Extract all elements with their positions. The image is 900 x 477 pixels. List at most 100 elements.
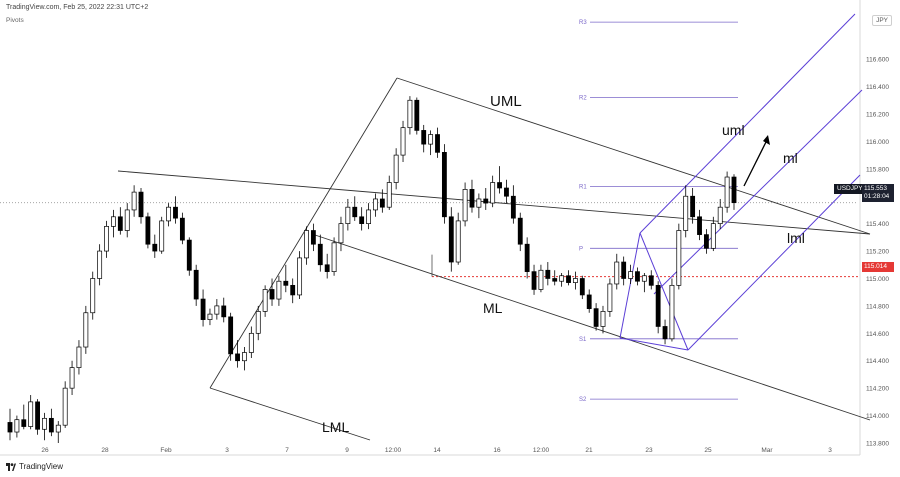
candle-body[interactable] xyxy=(235,353,240,362)
candle-body[interactable] xyxy=(393,154,399,183)
candle-body[interactable] xyxy=(614,261,620,285)
candle-body[interactable] xyxy=(76,346,82,368)
candle-body[interactable] xyxy=(304,230,309,259)
candle-body[interactable] xyxy=(586,294,592,309)
candle-body[interactable] xyxy=(28,401,34,427)
candle-body[interactable] xyxy=(83,312,89,348)
candle-body[interactable] xyxy=(145,216,151,245)
candle-body[interactable] xyxy=(455,220,461,263)
candle-body[interactable] xyxy=(269,289,275,300)
candle-body[interactable] xyxy=(676,230,682,286)
candle-body[interactable] xyxy=(635,271,640,282)
candle-body[interactable] xyxy=(62,387,68,426)
candle-body[interactable] xyxy=(593,308,599,327)
candle-body[interactable] xyxy=(283,280,289,286)
candle-body[interactable] xyxy=(193,269,199,300)
candle-body[interactable] xyxy=(669,284,675,340)
candle-body[interactable] xyxy=(166,206,172,222)
candle-body[interactable] xyxy=(317,243,323,266)
candle-body[interactable] xyxy=(531,271,537,290)
candle-body[interactable] xyxy=(179,217,185,241)
candle-body[interactable] xyxy=(448,216,454,263)
candle-body[interactable] xyxy=(111,216,116,227)
candle-body[interactable] xyxy=(731,176,737,204)
candle-body[interactable] xyxy=(14,419,20,433)
candle-body[interactable] xyxy=(338,223,344,244)
candle-body[interactable] xyxy=(421,130,427,145)
candle-body[interactable] xyxy=(262,289,268,312)
candle-body[interactable] xyxy=(524,243,530,272)
candle-body[interactable] xyxy=(373,198,378,211)
candle-body[interactable] xyxy=(710,223,716,249)
candle-body[interactable] xyxy=(683,195,689,231)
candle-body[interactable] xyxy=(207,313,213,320)
tradingview-brand[interactable]: TradingView xyxy=(6,462,63,471)
candle-body[interactable] xyxy=(504,187,509,197)
candle-body[interactable] xyxy=(310,230,316,245)
candle-body[interactable] xyxy=(545,269,551,279)
candle-body[interactable] xyxy=(276,280,282,300)
candle-body[interactable] xyxy=(469,189,475,208)
candle-body[interactable] xyxy=(138,191,144,218)
candle-body[interactable] xyxy=(366,209,371,224)
candle-body[interactable] xyxy=(641,275,647,282)
candle-body[interactable] xyxy=(559,275,565,282)
candle-body[interactable] xyxy=(186,239,192,271)
candle-body[interactable] xyxy=(407,99,413,129)
candle-body[interactable] xyxy=(55,424,61,433)
candle-body[interactable] xyxy=(359,216,365,224)
candle-body[interactable] xyxy=(510,195,516,219)
candle-body[interactable] xyxy=(131,191,137,211)
candle-body[interactable] xyxy=(379,198,385,208)
candle-body[interactable] xyxy=(538,269,544,290)
candle-body[interactable] xyxy=(579,278,585,296)
candle-body[interactable] xyxy=(704,234,709,249)
candle-body[interactable] xyxy=(607,283,613,312)
candle-body[interactable] xyxy=(324,264,330,272)
candle-body[interactable] xyxy=(352,206,358,218)
candle-body[interactable] xyxy=(400,127,406,156)
candle-body[interactable] xyxy=(655,284,661,327)
candle-body[interactable] xyxy=(124,209,130,231)
candle-body[interactable] xyxy=(717,206,723,224)
candle-body[interactable] xyxy=(214,305,220,315)
candle-body[interactable] xyxy=(483,198,489,204)
candle-body[interactable] xyxy=(21,419,27,427)
currency-scale-button[interactable]: JPY xyxy=(872,15,892,26)
candle-body[interactable] xyxy=(428,134,434,145)
candle-body[interactable] xyxy=(345,206,351,224)
candle-body[interactable] xyxy=(97,250,103,279)
candle-body[interactable] xyxy=(414,99,420,131)
candle-body[interactable] xyxy=(228,316,234,355)
indicator-label[interactable]: Pivots xyxy=(6,17,24,24)
candle-body[interactable] xyxy=(441,152,447,218)
candle-body[interactable] xyxy=(42,417,47,430)
candle-body[interactable] xyxy=(517,217,523,245)
candle-body[interactable] xyxy=(90,278,96,314)
candle-body[interactable] xyxy=(331,242,337,272)
candle-body[interactable] xyxy=(462,189,468,222)
candle-body[interactable] xyxy=(200,298,206,320)
candle-body[interactable] xyxy=(690,195,696,218)
candle-body[interactable] xyxy=(628,271,633,279)
candle-body[interactable] xyxy=(435,134,440,153)
candle-body[interactable] xyxy=(297,257,303,296)
candle-body[interactable] xyxy=(724,176,730,208)
candle-body[interactable] xyxy=(7,422,13,433)
candle-body[interactable] xyxy=(173,206,178,219)
candle-body[interactable] xyxy=(648,275,654,286)
candle-body[interactable] xyxy=(152,243,158,252)
candle-body[interactable] xyxy=(600,311,606,327)
candle-body[interactable] xyxy=(159,220,165,252)
candle-body[interactable] xyxy=(490,182,496,204)
candle-body[interactable] xyxy=(476,198,482,208)
candle-body[interactable] xyxy=(69,367,75,389)
candle-body[interactable] xyxy=(255,311,261,334)
candle-body[interactable] xyxy=(104,226,109,252)
candle-body[interactable] xyxy=(621,261,627,279)
candle-body[interactable] xyxy=(35,401,40,430)
candle-body[interactable] xyxy=(566,275,571,283)
candle-body[interactable] xyxy=(662,326,668,340)
candle-body[interactable] xyxy=(248,332,254,353)
